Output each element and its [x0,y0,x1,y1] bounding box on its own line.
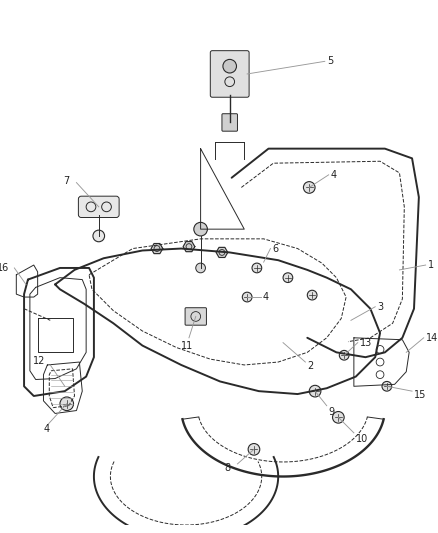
Text: 14: 14 [426,333,438,343]
Polygon shape [216,247,228,257]
FancyBboxPatch shape [78,196,119,217]
Text: 15: 15 [414,390,426,400]
Text: 13: 13 [360,337,372,348]
Text: 8: 8 [224,463,230,473]
Circle shape [252,263,262,273]
Circle shape [339,350,349,360]
Circle shape [223,59,237,73]
FancyBboxPatch shape [222,114,237,131]
Text: 3: 3 [377,302,383,312]
Text: 6: 6 [272,244,279,254]
Circle shape [60,397,74,410]
Text: 12: 12 [33,356,45,366]
Polygon shape [151,244,163,254]
Text: 4: 4 [331,170,337,180]
FancyBboxPatch shape [210,51,249,97]
Polygon shape [183,241,195,252]
Text: 7: 7 [63,176,69,185]
Text: 4: 4 [263,292,269,302]
FancyBboxPatch shape [185,308,206,325]
Text: 11: 11 [181,341,194,351]
Circle shape [307,290,317,300]
Circle shape [304,182,315,193]
Circle shape [194,222,208,236]
Text: 16: 16 [0,263,9,273]
Text: 1: 1 [427,260,434,270]
Circle shape [283,273,293,282]
Text: 10: 10 [356,434,368,443]
Text: 4: 4 [43,424,49,434]
Circle shape [332,411,344,423]
Circle shape [309,385,321,397]
Circle shape [242,292,252,302]
Text: 5: 5 [327,56,333,66]
Circle shape [93,230,105,242]
Circle shape [248,443,260,455]
Text: 9: 9 [328,407,335,416]
Circle shape [196,263,205,273]
Circle shape [382,382,392,391]
Text: 2: 2 [307,361,314,371]
